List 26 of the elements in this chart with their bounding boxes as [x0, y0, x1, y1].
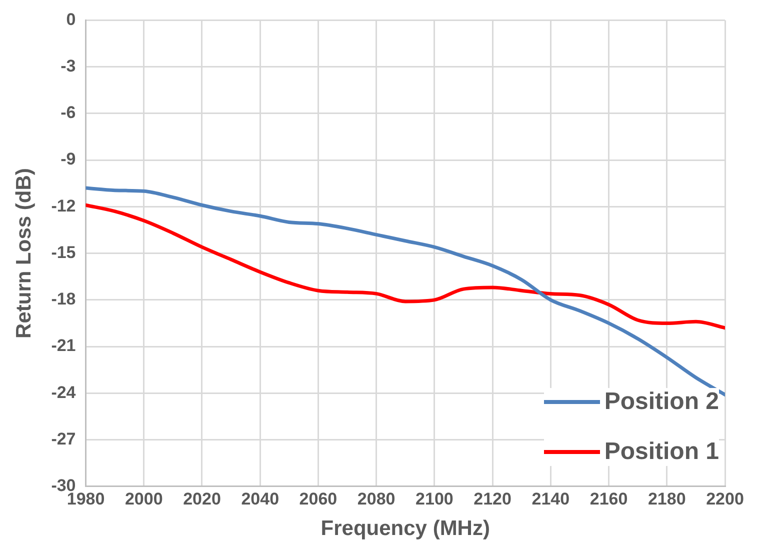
x-tick-label: 2140	[532, 489, 570, 508]
legend-label: Position 2	[604, 388, 719, 416]
y-tick-label: -6	[60, 103, 76, 122]
y-tick-label: -24	[51, 382, 76, 402]
x-tick-label: 2040	[241, 489, 280, 508]
y-tick-label: -18	[51, 290, 76, 309]
y-tick-label: -21	[51, 336, 76, 356]
x-tick-label: 2060	[299, 489, 338, 508]
y-tick-label: -9	[60, 150, 76, 169]
y-tick-label: -12	[51, 196, 76, 216]
y-tick-label: 0	[66, 10, 76, 29]
y-axis-title: Return Loss (dB)	[12, 168, 36, 338]
x-axis-title: Frequency (MHz)	[320, 517, 490, 540]
y-tick-label: -27	[51, 429, 76, 448]
legend-label: Position 1	[604, 438, 719, 466]
x-tick-label: 2000	[124, 489, 163, 508]
x-tick-label: 2100	[416, 489, 454, 508]
x-tick-label: 2080	[357, 489, 396, 508]
x-tick-label: 2180	[648, 489, 686, 508]
x-tick-label: 2160	[590, 489, 628, 508]
x-tick-label: 2200	[706, 489, 744, 508]
y-tick-label: -3	[60, 56, 76, 76]
line-series	[86, 203, 725, 330]
x-tick-label: 2020	[183, 489, 221, 508]
x-tick-label: 2120	[474, 489, 512, 508]
y-tick-label: -15	[51, 242, 76, 262]
